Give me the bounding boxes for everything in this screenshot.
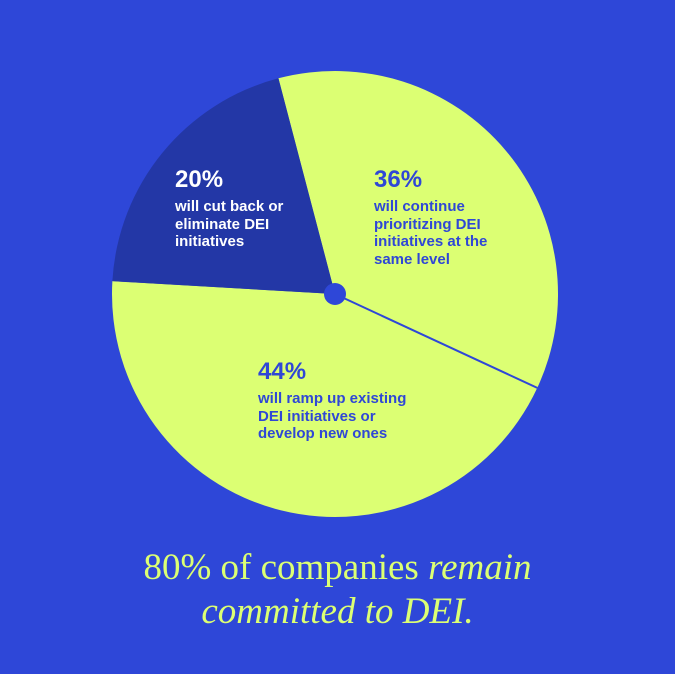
category-label: will continue prioritizing DEI initiativ… <box>374 198 488 268</box>
slice-label: 36% will continue prioritizing DEI initia… <box>374 166 504 268</box>
pie-slice <box>111 281 538 518</box>
value-label: 44% <box>258 358 307 385</box>
value-label: 20% <box>175 166 224 193</box>
chart-title: 80% of companies remain committed to DEI… <box>100 546 575 634</box>
pie-slice <box>112 78 335 295</box>
slice-label: 20% will cut back or eliminate DEI initia… <box>175 166 305 251</box>
value-label: 36% <box>374 166 423 193</box>
center-dot <box>324 283 346 305</box>
pie-slice <box>278 70 559 388</box>
title-emphasis: remain committed to DEI. <box>201 547 532 632</box>
slice-label: 44% will ramp up existing DEI initiatives… <box>258 358 423 443</box>
slice-separator <box>334 293 538 389</box>
title-text: 80% of companies <box>143 547 419 588</box>
category-label: will cut back or eliminate DEI initiativ… <box>175 198 284 250</box>
category-label: will ramp up existing DEI initiatives or… <box>258 390 407 442</box>
